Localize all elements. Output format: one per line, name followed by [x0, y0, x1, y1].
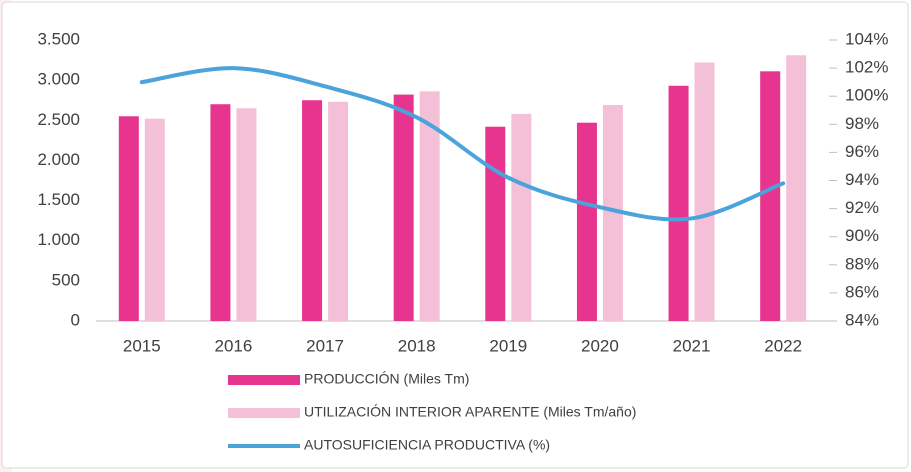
y-tick-label: 500	[52, 270, 80, 289]
y-tick-label: 2.500	[37, 110, 80, 129]
bar	[786, 55, 807, 322]
y2-tick-label: 96%	[845, 142, 879, 161]
y2-tick-label: 90%	[845, 226, 879, 245]
x-tick-label: 2019	[489, 336, 527, 355]
bar	[694, 62, 715, 321]
y2-tick-label: 94%	[845, 170, 879, 189]
legend-swatch	[228, 408, 300, 418]
bar	[511, 113, 532, 321]
y-tick-label: 1.000	[37, 230, 80, 249]
bar	[328, 101, 349, 321]
x-tick-label: 2015	[123, 336, 161, 355]
legend-label: UTILIZACIÓN INTERIOR APARENTE (Miles Tm/…	[304, 404, 636, 420]
x-tick-label: 2017	[306, 336, 344, 355]
y2-tick-label: 88%	[845, 254, 879, 273]
x-tick-label: 2020	[581, 336, 619, 355]
x-tick-label: 2022	[764, 336, 802, 355]
y2-tick-label: 84%	[845, 310, 879, 329]
bar	[576, 122, 597, 322]
legend-swatch	[228, 375, 300, 385]
y-tick-label: 0	[71, 310, 80, 329]
bar	[302, 100, 323, 321]
x-tick-label: 2018	[398, 336, 436, 355]
bar	[118, 116, 139, 322]
y2-tick-label: 104%	[845, 29, 888, 48]
y2-tick-label: 92%	[845, 198, 879, 217]
bar	[419, 91, 440, 321]
x-tick-label: 2021	[673, 336, 711, 355]
bar	[760, 71, 781, 321]
bar	[236, 108, 257, 321]
legend-label: PRODUCCIÓN (Miles Tm)	[304, 371, 469, 387]
bar	[144, 118, 165, 322]
line	[139, 66, 786, 222]
legend-label: AUTOSUFICIENCIA PRODUCTIVA (%)	[304, 437, 550, 453]
y2-tick-label: 98%	[845, 114, 879, 133]
y2-tick-label: 100%	[845, 86, 888, 105]
y-tick-label: 2.000	[37, 150, 80, 169]
bar	[485, 126, 506, 321]
y-tick-label: 1.500	[37, 190, 80, 209]
bar	[393, 94, 414, 321]
bar	[210, 104, 231, 321]
bar	[602, 105, 623, 321]
y2-tick-label: 102%	[845, 58, 888, 77]
x-tick-label: 2016	[215, 336, 253, 355]
y2-tick-label: 86%	[845, 282, 879, 301]
y-tick-label: 3.000	[37, 70, 80, 89]
bar	[668, 85, 689, 322]
y-tick-label: 3.500	[37, 29, 80, 48]
